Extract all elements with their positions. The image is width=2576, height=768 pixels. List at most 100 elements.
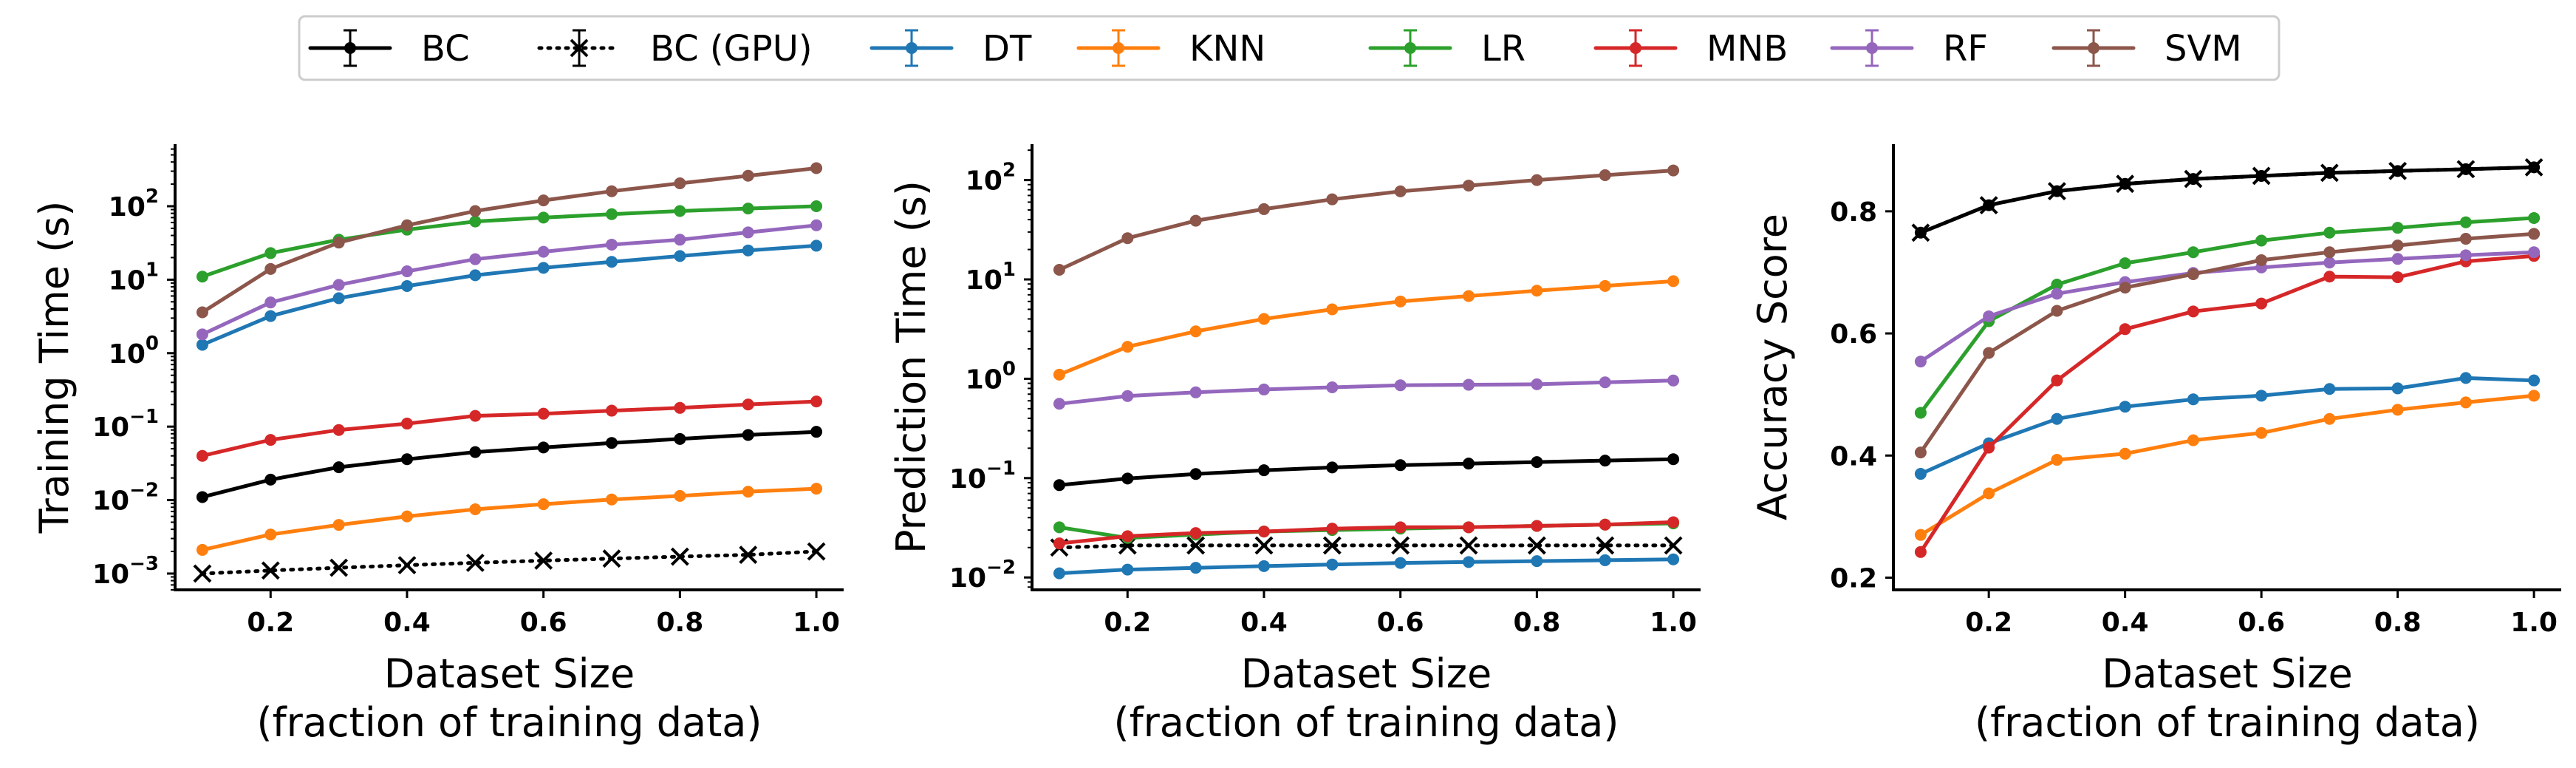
p2-point-mnb: [1189, 527, 1202, 540]
p2-point-knn: [1463, 290, 1475, 302]
p1-point-lr: [810, 200, 823, 212]
p1-point-knn: [400, 510, 413, 523]
p1-y-tick-exponent: −3: [129, 553, 159, 575]
p1-point-bc: [674, 432, 686, 445]
p3-y-tick-base: 0.8: [1830, 197, 1877, 228]
p2-point-svm: [1667, 164, 1680, 177]
p3-x-tick-label: 0.6: [2238, 608, 2285, 638]
p1-point-bc: [400, 453, 413, 466]
p1-point-svm: [332, 237, 345, 249]
p1-y-tick-base: 10: [92, 486, 129, 517]
legend-entry-rf: RF: [1830, 28, 1988, 69]
p3-point-bc-gpu: [2524, 157, 2543, 177]
p1-point-svm: [674, 177, 686, 190]
p3-y-tick-label: 0.4: [1830, 441, 1877, 472]
p1-point-svm: [264, 262, 277, 275]
p3-series-mnb: [1914, 250, 2541, 558]
p1-point-lr: [264, 247, 277, 259]
p2-point-rf: [1257, 383, 1270, 395]
p2-point-svm: [1394, 185, 1407, 197]
p1-point-mnb: [606, 404, 618, 417]
p3-line-svm: [1919, 231, 2535, 454]
legend-marker-mnb: [1630, 42, 1641, 54]
p3-y-axis-label: Accuracy Score: [1749, 214, 1796, 520]
p2-line-knn: [1058, 279, 1674, 377]
p3-point-bc-gpu: [2184, 169, 2203, 188]
p2-point-bc: [1531, 456, 1543, 469]
p1-point-dt: [742, 244, 754, 256]
p3-point-svm: [2119, 282, 2131, 294]
p2-line-svm: [1058, 169, 1674, 272]
p1-point-dt: [196, 339, 208, 351]
p2-point-bc: [1326, 461, 1339, 474]
p2-series-svm: [1053, 164, 1680, 276]
p3-point-bc-gpu: [1911, 223, 1930, 242]
p1-point-svm: [606, 185, 618, 197]
p1-y-tick-label: 10−3: [92, 553, 159, 590]
p3-y-tick-label: 0.2: [1830, 563, 1877, 594]
legend: BC BC (GPU) DT KNN LR MNB RF SVM: [298, 15, 2281, 81]
p2-point-dt: [1189, 562, 1202, 574]
p1-point-rf: [400, 265, 413, 278]
legend-label-bc: BC: [421, 28, 470, 69]
p2-x-tick-label: 0.8: [1513, 608, 1560, 638]
p1-series-rf: [196, 219, 823, 341]
p1-y-tick-label: 10−2: [92, 480, 159, 517]
p3-line-rf: [1919, 250, 2535, 364]
p2-y-tick-exponent: 0: [1002, 358, 1016, 380]
p1-series-svm: [196, 162, 823, 319]
p1-x-tick-label: 0.8: [656, 608, 703, 638]
p3-line-lr: [1919, 216, 2535, 414]
p3-point-mnb: [2051, 374, 2063, 387]
p2-point-mnb: [1667, 516, 1680, 529]
p3-point-bc-gpu: [2388, 161, 2408, 180]
p1-line-lr: [202, 204, 817, 279]
p3-point-dt: [2119, 401, 2131, 413]
p2-point-dt: [1257, 560, 1270, 572]
p1-point-bc-gpu: [602, 549, 621, 568]
p3-point-dt: [2391, 382, 2404, 395]
p1-y-tick-base: 10: [92, 560, 129, 590]
p1-point-knn: [810, 483, 823, 495]
p3-point-mnb: [2255, 297, 2268, 310]
legend-label-svm: SVM: [2165, 28, 2242, 69]
p3-series-svm: [1914, 228, 2541, 459]
p1-line-bc-gpu: [200, 549, 819, 576]
p1-point-knn: [674, 489, 686, 502]
p2-point-bc: [1257, 464, 1270, 477]
p2-point-bc-gpu: [1596, 536, 1615, 555]
p1-point-svm: [196, 306, 208, 319]
legend-entry-bc-gpu: BC (GPU): [537, 28, 813, 69]
p2-point-svm: [1531, 174, 1543, 186]
p3-point-mnb: [2187, 305, 2199, 318]
p1-point-bc-gpu: [534, 551, 553, 570]
p2-point-knn: [1394, 295, 1407, 307]
p2-point-knn: [1121, 341, 1134, 353]
legend-label-dt: DT: [983, 28, 1032, 69]
p1-point-knn: [332, 519, 345, 531]
p3-point-rf: [1983, 310, 1995, 322]
legend-entry-svm: SVM: [2051, 28, 2242, 69]
legend-entry-bc: BC: [308, 28, 470, 69]
p3-point-knn: [2051, 454, 2063, 466]
p2-y-tick-exponent: 1: [1002, 259, 1016, 281]
legend-marker-svm: [2088, 42, 2100, 54]
p1-point-mnb: [742, 398, 754, 411]
p2-point-rf: [1326, 381, 1339, 393]
p2-series-rf: [1053, 374, 1680, 410]
p1-point-bc: [606, 437, 618, 449]
p3-series-knn: [1914, 390, 2541, 541]
p2-point-mnb: [1599, 518, 1611, 531]
p1-point-dt: [537, 262, 550, 274]
p2-point-bc: [1053, 479, 1065, 492]
p2-line-dt: [1059, 557, 1674, 576]
p3-y-tick-base: 0.2: [1830, 563, 1877, 594]
p2-point-rf: [1053, 398, 1065, 410]
p1-point-bc: [537, 441, 550, 454]
p1-y-tick-exponent: 2: [146, 186, 159, 208]
p2-point-dt: [1463, 556, 1475, 568]
p3-point-mnb: [2391, 271, 2404, 284]
p1-point-bc-gpu: [465, 554, 485, 572]
p2-point-mnb: [1257, 526, 1270, 538]
